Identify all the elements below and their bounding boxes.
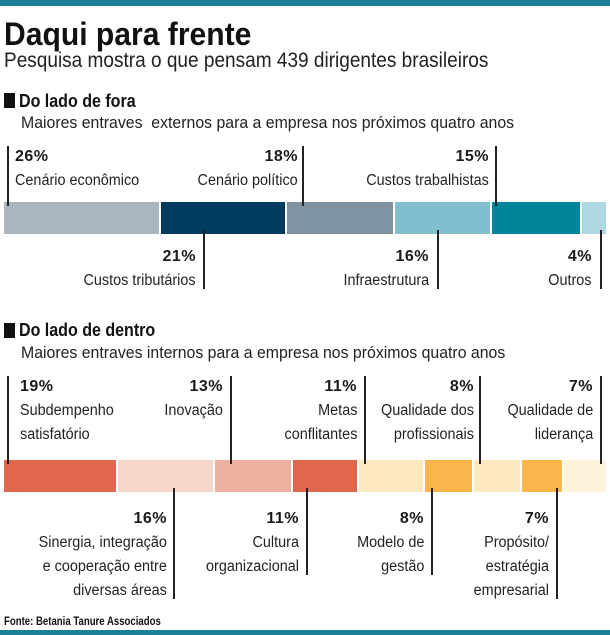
data-label-group: 16% Infraestrutura: [337, 245, 429, 293]
category-label: Outros: [548, 271, 592, 289]
bar-segment: [4, 202, 159, 234]
category-label: Propósito/: [484, 533, 549, 551]
data-label-group: 8% Modelo de gestão: [352, 507, 424, 579]
category-label: Subdempenho: [20, 401, 114, 419]
leader-line: [600, 375, 602, 464]
data-label-group: 11% Metas conflitantes: [279, 375, 357, 447]
leader-line: [556, 488, 558, 599]
category-label: Cenário econômico: [15, 171, 140, 189]
bottom-accent-bar: [0, 630, 610, 635]
leader-line: [230, 375, 232, 464]
value-label: 11%: [266, 509, 299, 527]
data-label-group: 19% Subdempenho satisfatório: [20, 375, 121, 447]
leader-line: [306, 488, 308, 575]
category-label: Metas: [317, 401, 357, 419]
category-label: organizacional: [206, 557, 299, 575]
category-label: Sinergia, integração: [38, 533, 167, 551]
value-label: 15%: [455, 147, 489, 165]
data-label-group: 16% Sinergia, integração e cooperação entr…: [29, 507, 167, 603]
bar-segment: [359, 460, 424, 492]
leader-line: [600, 230, 602, 289]
category-label: satisfatório: [20, 425, 90, 443]
bar-segment: [425, 460, 472, 492]
value-label: 13%: [189, 377, 223, 395]
category-label: liderança: [534, 425, 593, 443]
data-label-group: 26% Cenário econômico: [15, 145, 149, 193]
bar-segment: [214, 460, 291, 492]
category-label: Infraestrutura: [343, 271, 429, 289]
value-label: 7%: [524, 509, 549, 527]
bar-segment: [581, 202, 606, 234]
leader-line: [437, 230, 439, 289]
source-note: Fonte: Betania Tanure Associados: [4, 614, 161, 628]
data-label-group: 4% Outros: [545, 245, 592, 293]
leader-line: [302, 145, 304, 206]
page-subtitle: Pesquisa mostra o que pensam 439 dirigen…: [4, 49, 489, 72]
category-label: estratégia: [485, 557, 549, 575]
category-label: profissionais: [393, 425, 474, 443]
category-label: e cooperação entre: [42, 557, 167, 575]
category-label: diversas áreas: [73, 581, 167, 599]
category-label: Cultura: [252, 533, 299, 551]
value-label: 26%: [15, 147, 49, 165]
value-label: 4%: [567, 247, 592, 265]
leader-line: [7, 145, 9, 206]
category-label: Qualidade de: [507, 401, 593, 419]
page-title: Daqui para frente: [4, 16, 252, 52]
data-label-group: 11% Cultura organizacional: [199, 507, 299, 579]
bar-segment: [286, 202, 394, 234]
leader-line: [7, 375, 9, 464]
section-subtitle-external: Maiores entraves externos para a empresa…: [21, 114, 515, 132]
value-label: 19%: [20, 377, 54, 395]
value-label: 11%: [324, 377, 357, 395]
section-heading-internal: Do lado de dentro: [19, 320, 156, 340]
bar-segment: [395, 202, 490, 234]
value-label: 21%: [162, 247, 196, 265]
value-label: 8%: [449, 377, 474, 395]
section-marker-icon: [4, 323, 15, 338]
category-label: empresarial: [473, 581, 549, 599]
data-label-group: 7% Propósito/estratégia empresarial: [468, 507, 549, 603]
leader-line: [495, 145, 497, 206]
data-label-group: 8% Qualidade dos profissionais: [374, 375, 474, 447]
category-label: Custos tributários: [83, 271, 196, 289]
value-label: 16%: [395, 247, 429, 265]
category-label: Qualidade dos: [381, 401, 474, 419]
category-label: Inovação: [164, 401, 223, 419]
bar-segment: [4, 460, 117, 492]
leader-line: [431, 488, 433, 575]
value-label: 8%: [399, 509, 424, 527]
data-label-group: 18% Cenário político: [190, 145, 298, 193]
bar-segment: [563, 460, 606, 492]
bar-segment: [292, 460, 358, 492]
leader-line: [479, 375, 481, 464]
section-marker-icon: [4, 93, 15, 108]
data-label-group: 21% Custos tributários: [75, 245, 196, 293]
category-label: Custos trabalhistas: [366, 171, 489, 189]
bar-segment: [473, 460, 520, 492]
bar-segment: [521, 460, 562, 492]
data-label-group: 7% Qualidade de liderança: [501, 375, 593, 447]
value-label: 16%: [133, 509, 167, 527]
section-subtitle-internal: Maiores entraves internos para a empresa…: [21, 344, 506, 362]
data-label-group: 13% Inovação: [160, 375, 223, 423]
value-label: 18%: [264, 147, 298, 165]
section-heading-external: Do lado de fora: [19, 91, 136, 111]
bar-segment: [118, 460, 213, 492]
value-label: 7%: [568, 377, 593, 395]
category-label: conflitantes: [284, 425, 357, 443]
category-label: Cenário político: [197, 171, 298, 189]
category-label: Modelo de: [356, 533, 424, 551]
leader-line: [203, 230, 205, 289]
category-label: gestão: [380, 557, 424, 575]
top-accent-bar: [0, 0, 610, 6]
data-label-group: 15% Custos trabalhistas: [357, 145, 489, 193]
leader-line: [173, 488, 175, 599]
bar-segment: [491, 202, 580, 234]
leader-line: [364, 375, 366, 464]
bar-segment: [160, 202, 285, 234]
